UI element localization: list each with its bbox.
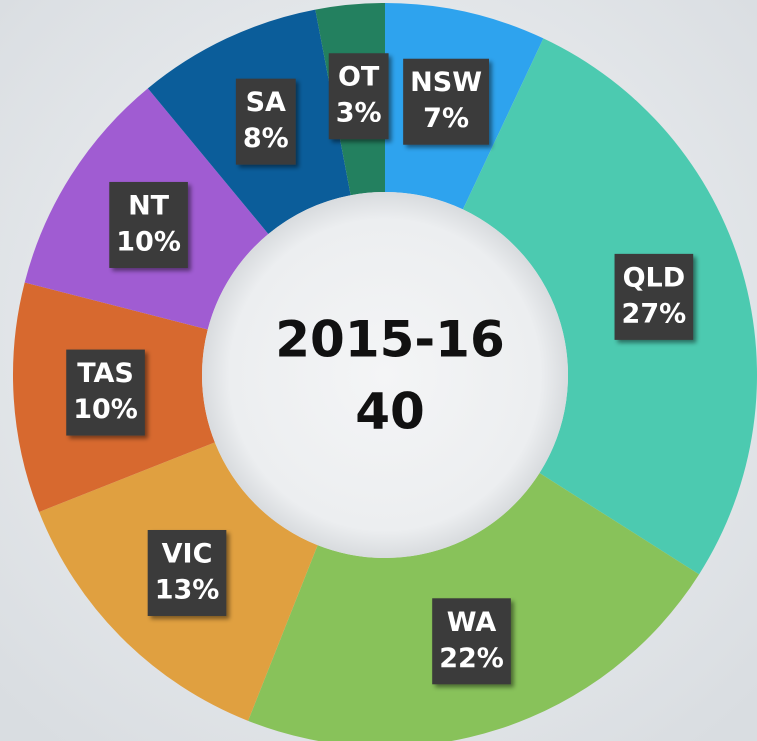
value-label: 22%	[439, 643, 504, 674]
slice-label: OT 3%	[328, 53, 389, 140]
value-label: 3%	[336, 98, 382, 129]
slice-label: NSW 7%	[403, 58, 489, 145]
slice-label: NT 10%	[109, 181, 188, 268]
category-label: QLD	[623, 262, 686, 293]
labels: NSW 7% QLD 27% WA 22% VIC 13% TAS 10% NT 10% SA 8% OT 3…	[66, 53, 694, 685]
label-box	[235, 78, 296, 165]
label-box	[403, 58, 489, 145]
label-box	[328, 53, 389, 140]
label-box	[147, 529, 227, 616]
slice	[462, 38, 757, 575]
category-label: WA	[447, 607, 497, 638]
slice-label: QLD 27%	[614, 253, 694, 340]
value-label: 27%	[622, 298, 687, 329]
category-label: OT	[338, 62, 380, 93]
center-title: 2015-16	[275, 311, 505, 369]
value-label: 7%	[423, 103, 469, 134]
slice-label: SA 8%	[235, 78, 296, 165]
category-label: NT	[128, 190, 170, 221]
category-label: SA	[246, 87, 286, 118]
category-label: TAS	[77, 358, 134, 389]
slice-label: VIC 13%	[147, 529, 227, 616]
value-label: 13%	[155, 574, 220, 605]
label-box	[614, 253, 694, 340]
value-label: 10%	[116, 226, 181, 257]
value-label: 8%	[243, 123, 289, 154]
label-box	[109, 181, 188, 268]
category-label: NSW	[410, 67, 482, 98]
label-box	[66, 349, 145, 436]
category-label: VIC	[162, 538, 213, 569]
slice-label: WA 22%	[432, 598, 511, 685]
center-value: 40	[355, 383, 425, 441]
slice-label: TAS 10%	[66, 349, 145, 436]
value-label: 10%	[73, 394, 138, 425]
donut-hole	[202, 192, 568, 558]
label-box	[432, 598, 511, 685]
